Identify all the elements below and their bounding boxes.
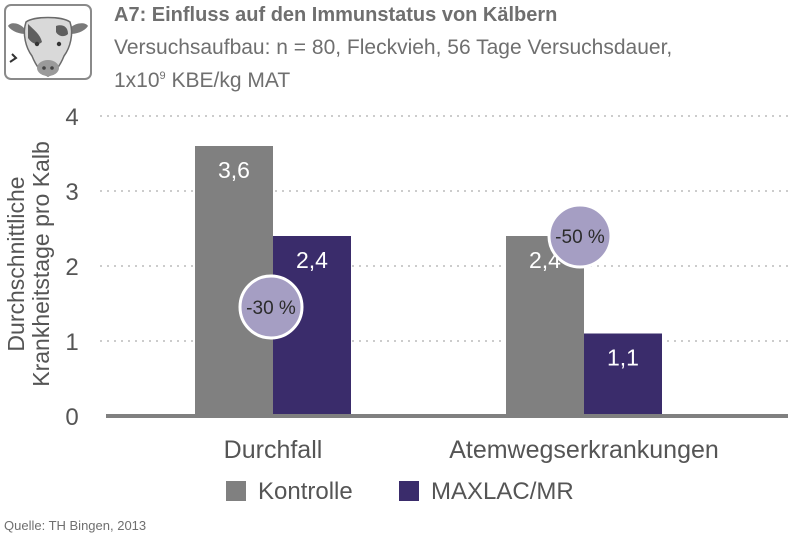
- legend-swatch: [399, 481, 419, 501]
- bar-value-label: 1,1: [607, 345, 639, 371]
- bar-value-label: 3,6: [218, 157, 250, 183]
- percent-change-badge: [238, 274, 304, 340]
- subtitle-line-1: Versuchsaufbau: n = 80, Fleckvieh, 56 Ta…: [114, 36, 673, 59]
- x-tick-label: Durchfall: [224, 436, 323, 464]
- subtitle-line-2-suffix: KBE/kg MAT: [165, 69, 291, 92]
- source-note: Quelle: TH Bingen, 2013: [4, 518, 147, 533]
- y-tick-label: 0: [65, 404, 78, 431]
- legend-swatch: [226, 481, 246, 501]
- chart-subtitle: Versuchsaufbau: n = 80, Fleckvieh, 56 Ta…: [114, 34, 794, 95]
- subtitle-exponent: 9: [159, 70, 166, 82]
- y-tick-label: 4: [65, 104, 78, 131]
- subtitle-line-2-prefix: 1x10: [114, 69, 160, 92]
- y-axis-label-line: Durchschnittliche: [3, 176, 29, 351]
- y-tick-label: 3: [65, 179, 78, 206]
- legend-label: Kontrolle: [258, 478, 353, 505]
- y-tick-label: 1: [65, 329, 78, 356]
- percent-change-label: -50 %: [555, 227, 605, 248]
- bar-maxlac-mr: [584, 333, 662, 416]
- percent-change-badge: [547, 203, 613, 269]
- cow-head-icon: [4, 4, 92, 80]
- chart-title: A7: Einfluss auf den Immunstatus von Käl…: [114, 4, 558, 26]
- y-axis-label-line: Krankheitstage pro Kalb: [28, 141, 54, 387]
- bar-value-label: 2,4: [296, 247, 328, 273]
- subtitle-line-2: 1x109 KBE/kg MAT: [114, 62, 794, 95]
- y-tick-label: 2: [65, 254, 78, 281]
- percent-change-label: -30 %: [246, 298, 296, 319]
- x-tick-label: Atemwegserkrankungen: [449, 436, 719, 464]
- legend-label: MAXLAC/MR: [431, 478, 574, 505]
